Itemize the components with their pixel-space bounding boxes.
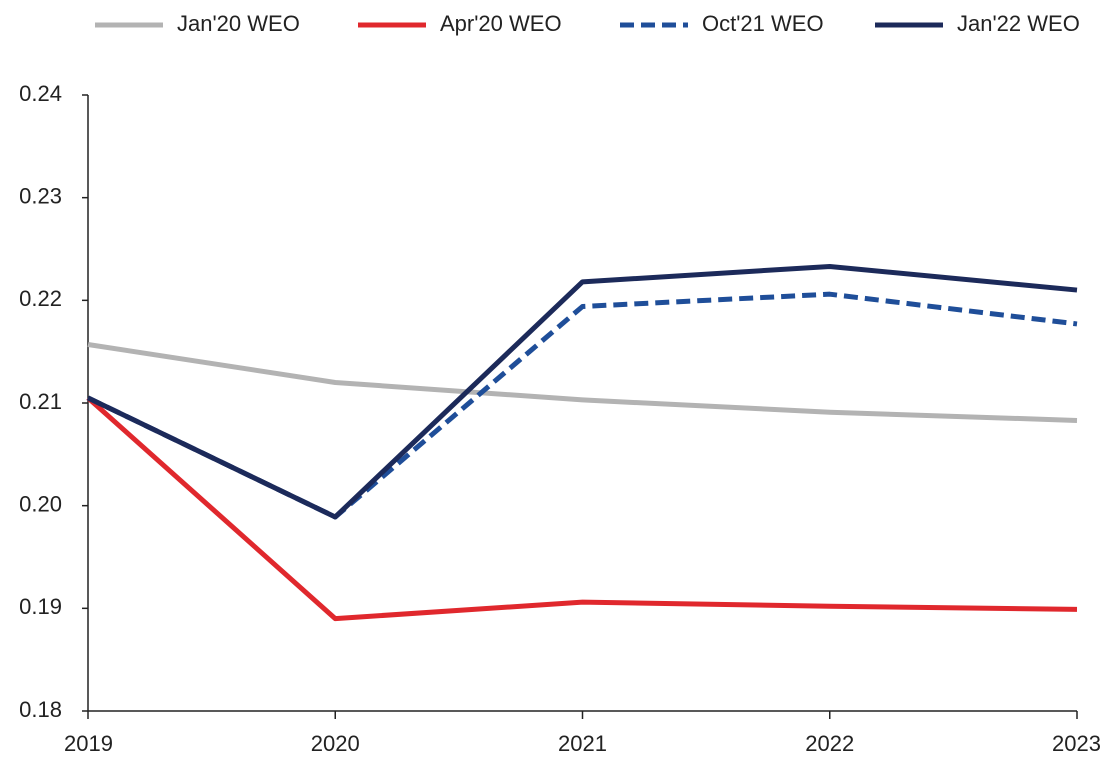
series-line bbox=[87, 342, 1078, 423]
series-line bbox=[86, 263, 1078, 520]
legend-label: Jan'22 WEO bbox=[957, 11, 1080, 36]
y-tick-label: 0.22 bbox=[19, 286, 62, 311]
y-tick-label: 0.21 bbox=[19, 389, 62, 414]
x-tick-label: 2021 bbox=[558, 731, 607, 756]
y-tick-label: 0.18 bbox=[19, 697, 62, 722]
y-tick-label: 0.23 bbox=[19, 183, 62, 208]
series-line bbox=[86, 291, 1078, 520]
y-tick-label: 0.24 bbox=[19, 81, 62, 106]
legend-label: Apr'20 WEO bbox=[440, 11, 562, 36]
x-tick-label: 2019 bbox=[64, 731, 113, 756]
x-tick-label: 2022 bbox=[805, 731, 854, 756]
y-tick-label: 0.20 bbox=[19, 491, 62, 516]
legend-label: Jan'20 WEO bbox=[177, 11, 300, 36]
x-tick-label: 2023 bbox=[1052, 731, 1101, 756]
y-tick-label: 0.19 bbox=[19, 594, 62, 619]
series-line bbox=[86, 396, 1078, 622]
legend-label: Oct'21 WEO bbox=[702, 11, 824, 36]
x-tick-label: 2020 bbox=[311, 731, 360, 756]
